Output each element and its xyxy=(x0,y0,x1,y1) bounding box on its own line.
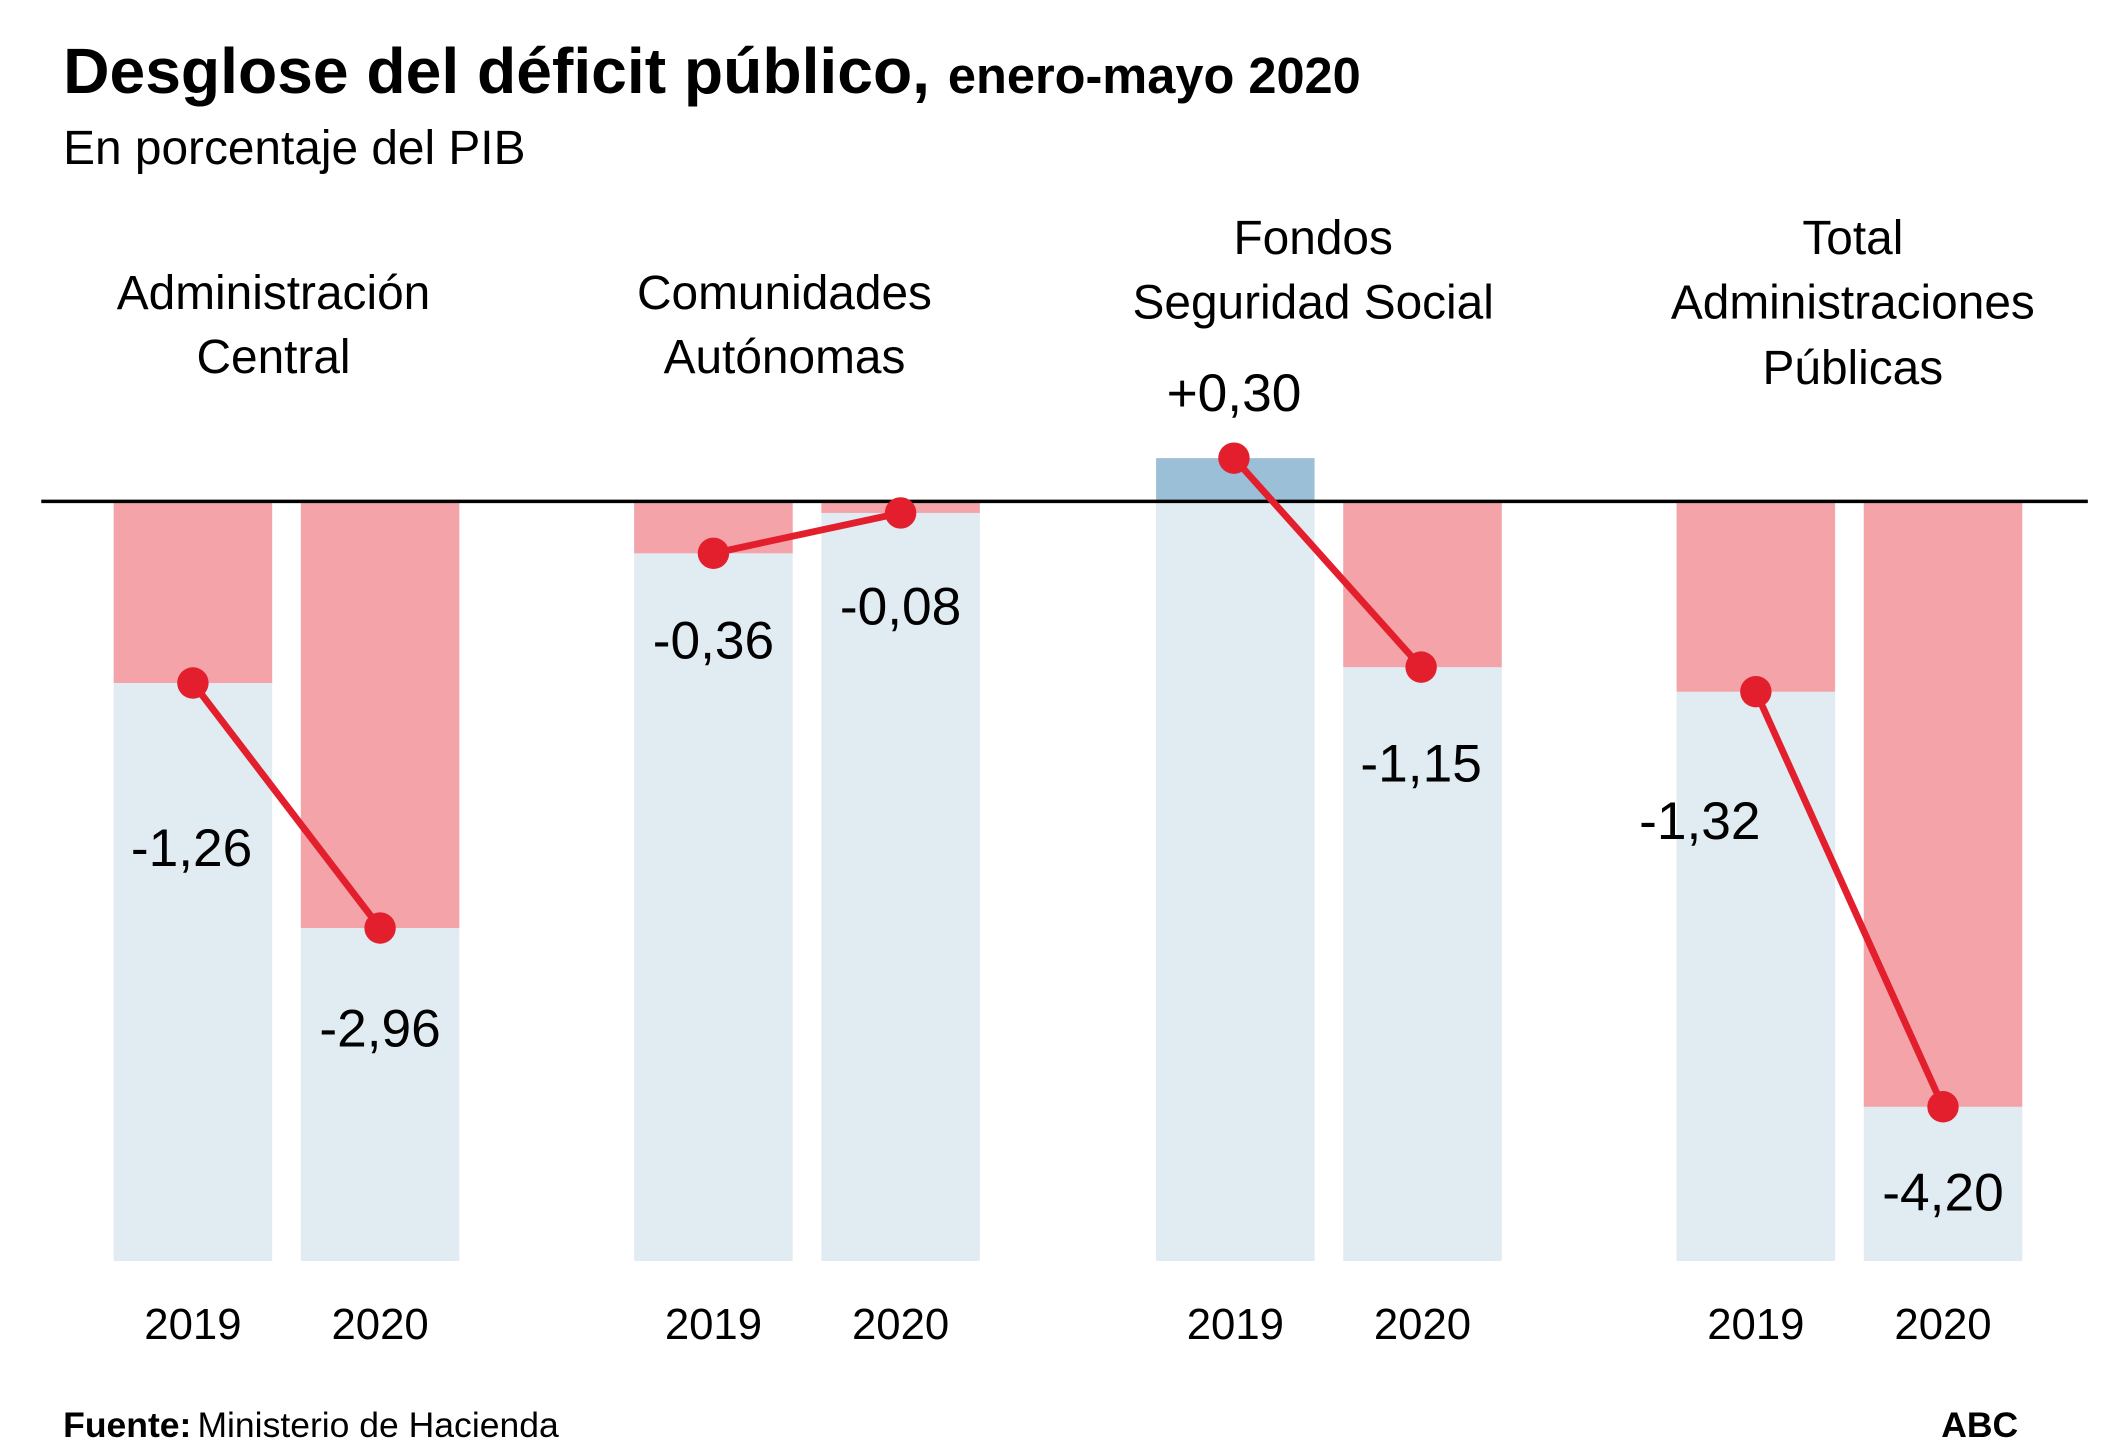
chart-subtitle: En porcentaje del PIB xyxy=(63,122,525,175)
data-point xyxy=(1927,1091,1959,1123)
bar-background xyxy=(634,501,793,1261)
year-tick-label: 2019 xyxy=(1187,1300,1284,1349)
bar-negative xyxy=(1343,501,1502,668)
trend-line xyxy=(1231,455,1424,670)
data-label: -1,32 xyxy=(1639,792,1760,851)
group-label: Administración xyxy=(117,267,430,320)
year-tick-label: 2020 xyxy=(331,1300,428,1349)
bar-negative xyxy=(113,501,273,684)
data-label: -0,08 xyxy=(840,577,961,636)
group-label: Fondos xyxy=(1233,212,1392,265)
year-tick-label: 2019 xyxy=(665,1300,762,1349)
data-label: -4,20 xyxy=(1882,1163,2003,1222)
labels-layer: Administración Central -1,26 2019 -2,96 2020 C… xyxy=(117,212,2035,1349)
data-label: -0,36 xyxy=(653,612,774,671)
group-label: Públicas xyxy=(1763,342,1944,395)
bar-negative xyxy=(1863,501,2023,1107)
data-label: +0,30 xyxy=(1167,364,1302,423)
data-point xyxy=(1405,651,1437,683)
data-point xyxy=(697,537,730,569)
data-label: -1,15 xyxy=(1360,734,1481,793)
title-main: Desglose del déficit público, xyxy=(63,35,930,107)
source-note: Fuente: Ministerio de Hacienda xyxy=(63,1405,559,1445)
data-point xyxy=(1218,442,1250,474)
brand-logo: ABC xyxy=(1941,1405,2018,1445)
data-point xyxy=(364,912,396,944)
trend-line xyxy=(712,509,902,557)
source-text: Ministerio de Hacienda xyxy=(197,1405,559,1445)
group-label: Administraciones xyxy=(1671,276,2035,329)
source-label: Fuente: xyxy=(63,1405,191,1445)
title-suffix: enero-mayo 2020 xyxy=(948,47,1361,104)
year-tick-label: 2020 xyxy=(1894,1300,1991,1349)
bar-background xyxy=(821,501,980,1261)
group-label: Comunidades xyxy=(637,267,932,320)
year-tick-label: 2019 xyxy=(1707,1300,1804,1349)
data-label: -2,96 xyxy=(319,1000,440,1059)
data-point xyxy=(884,497,917,529)
bars-layer xyxy=(113,458,2023,1261)
lines-layer xyxy=(177,442,1959,1123)
year-tick-label: 2020 xyxy=(1374,1300,1471,1349)
bar-negative xyxy=(1676,501,1836,692)
group-label: Central xyxy=(196,331,350,384)
data-label: -1,26 xyxy=(131,819,252,878)
group-label: Seguridad Social xyxy=(1133,276,1494,329)
group-label: Autónomas xyxy=(664,331,906,384)
year-tick-label: 2020 xyxy=(852,1300,949,1349)
chart-title: Desglose del déficit público, enero-mayo… xyxy=(63,35,1361,107)
bar-background xyxy=(1156,501,1315,1261)
group-label: Total xyxy=(1802,212,1903,265)
data-point xyxy=(177,667,209,699)
data-point xyxy=(1740,675,1772,708)
trend-line xyxy=(1752,690,1947,1109)
trend-line xyxy=(190,680,383,931)
bar-negative xyxy=(300,501,460,929)
year-tick-label: 2019 xyxy=(144,1300,241,1349)
